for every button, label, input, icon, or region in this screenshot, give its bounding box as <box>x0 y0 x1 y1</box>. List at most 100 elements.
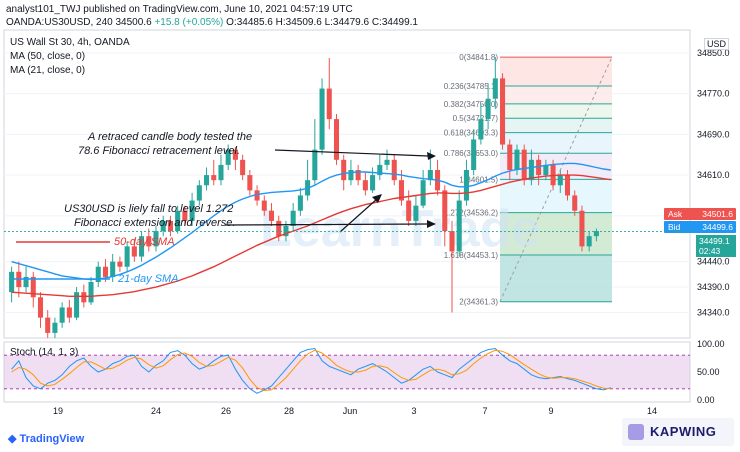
candle-body[interactable] <box>232 149 238 160</box>
candle-body[interactable] <box>81 292 87 303</box>
arrow-extension <box>224 223 429 226</box>
candle-body[interactable] <box>442 190 448 232</box>
candle-body[interactable] <box>536 159 542 176</box>
stoch-d-line[interactable] <box>11 349 611 392</box>
candle-body[interactable] <box>528 159 534 181</box>
candle-body[interactable] <box>276 220 282 237</box>
candle-body[interactable] <box>333 119 340 160</box>
candle-body[interactable] <box>88 282 94 303</box>
candle-body[interactable] <box>384 159 390 165</box>
candle-body[interactable] <box>268 210 275 221</box>
candle-body[interactable] <box>564 175 571 196</box>
candle-body[interactable] <box>95 266 101 282</box>
x-tick-label: 24 <box>151 406 161 416</box>
fib-zone <box>500 103 612 119</box>
candle-body[interactable] <box>593 231 599 237</box>
candle-body[interactable] <box>9 271 15 293</box>
candle-body[interactable] <box>247 175 253 191</box>
candle-body[interactable] <box>167 220 173 232</box>
x-tick-label: 19 <box>53 406 63 416</box>
candle-body[interactable] <box>463 170 469 201</box>
candle-body[interactable] <box>326 88 332 120</box>
candle-body[interactable] <box>131 246 137 257</box>
y-tick-label: 34690.0 <box>697 129 730 139</box>
candle-body[interactable] <box>74 292 80 318</box>
fib-zone <box>500 179 612 213</box>
candle-body[interactable] <box>283 226 289 237</box>
candle-body[interactable] <box>500 78 506 145</box>
candle-body[interactable] <box>485 98 491 120</box>
candle-body[interactable] <box>196 185 202 201</box>
candle-body[interactable] <box>391 159 397 181</box>
candle-body[interactable] <box>521 149 527 181</box>
candle-body[interactable] <box>160 220 166 232</box>
fib-zone <box>500 212 612 255</box>
candle-body[interactable] <box>204 175 210 186</box>
candle-body[interactable] <box>23 276 29 288</box>
candle-body[interactable] <box>478 119 484 140</box>
candle-body[interactable] <box>579 210 585 247</box>
candle-body[interactable] <box>341 159 347 181</box>
candle-body[interactable] <box>146 236 152 247</box>
candle-body[interactable] <box>586 236 592 247</box>
candle-body[interactable] <box>240 159 246 176</box>
candle-body[interactable] <box>52 322 58 333</box>
candle-body[interactable] <box>153 231 159 247</box>
candle-body[interactable] <box>297 195 303 211</box>
candle-body[interactable] <box>370 175 376 191</box>
candle-body[interactable] <box>312 149 318 181</box>
candle-body[interactable] <box>254 190 260 201</box>
candle-body[interactable] <box>413 205 419 221</box>
candle-body[interactable] <box>110 261 116 277</box>
candle-body[interactable] <box>514 149 520 170</box>
candle-body[interactable] <box>102 266 108 277</box>
candle-body[interactable] <box>449 231 455 252</box>
candle-body[interactable] <box>557 175 563 186</box>
stoch-k-line[interactable] <box>11 347 611 394</box>
candle-body[interactable] <box>66 307 72 318</box>
candle-body[interactable] <box>290 210 296 226</box>
candle-body[interactable] <box>189 200 195 221</box>
candle-body[interactable] <box>117 261 123 267</box>
candle-body[interactable] <box>471 139 477 170</box>
candle-body[interactable] <box>492 78 498 99</box>
candle-body[interactable] <box>420 180 426 206</box>
candle-body[interactable] <box>427 170 433 181</box>
fib-zone <box>500 118 612 133</box>
ma21-line[interactable] <box>11 162 611 281</box>
y-tick-label: 34340.0 <box>697 308 730 318</box>
candle-body[interactable] <box>398 180 404 201</box>
candle-body[interactable] <box>377 164 383 176</box>
candle-body[interactable] <box>37 297 44 318</box>
candle-body[interactable] <box>225 149 231 165</box>
fib-zone <box>500 254 612 302</box>
candle-body[interactable] <box>362 180 368 191</box>
bid-tag-bg <box>664 221 736 233</box>
candle-body[interactable] <box>456 200 462 252</box>
candle-body[interactable] <box>45 317 51 333</box>
annotation-retrace-line2: 78.6 Fibonacci retracement level. <box>78 145 240 157</box>
candle-body[interactable] <box>572 195 578 211</box>
candle-body[interactable] <box>175 210 181 232</box>
candle-body[interactable] <box>348 170 354 181</box>
candle-body[interactable] <box>543 164 549 176</box>
tradingview-logo[interactable]: ◆ TradingView <box>8 432 84 445</box>
candle-body[interactable] <box>211 175 217 181</box>
candle-body[interactable] <box>30 276 36 298</box>
candle-body[interactable] <box>319 88 325 150</box>
bid-tag-value: 34499.6 <box>702 222 733 232</box>
fib-level-label: 0.5(34721.7) <box>453 114 499 123</box>
arrow-retrace <box>274 149 429 157</box>
candle-body[interactable] <box>261 200 267 211</box>
candle-body[interactable] <box>507 144 513 170</box>
candle-body[interactable] <box>355 170 361 181</box>
legend-stoch: Stoch (14, 1, 3) <box>10 347 79 358</box>
candle-body[interactable] <box>59 307 65 323</box>
candle-body[interactable] <box>124 246 130 267</box>
candle-body[interactable] <box>406 200 412 221</box>
candle-body[interactable] <box>139 236 145 257</box>
candle-body[interactable] <box>182 210 188 221</box>
currency-label[interactable]: USD <box>704 38 730 50</box>
candle-body[interactable] <box>218 164 224 181</box>
